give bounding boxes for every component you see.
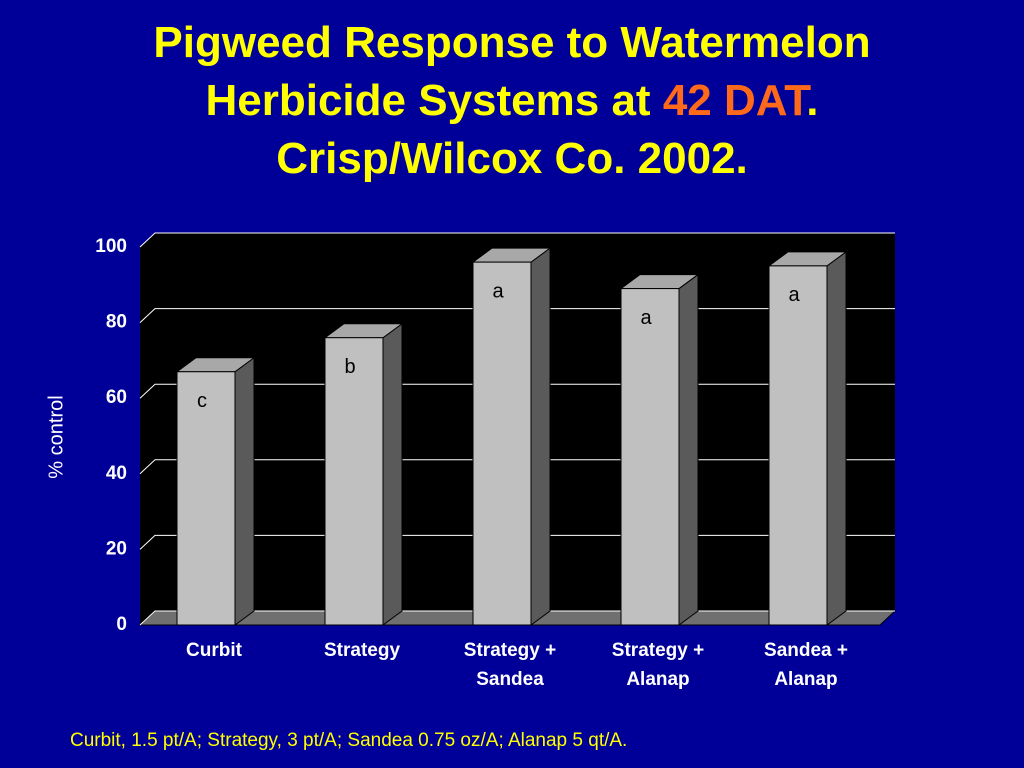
x-tick-label: Strategy + <box>464 640 556 661</box>
bar <box>768 265 828 626</box>
bar-side <box>678 273 699 626</box>
y-tick-label: 60 <box>106 387 127 408</box>
chart-title: Crisp/Wilcox Co. 2002. <box>276 134 748 183</box>
bar <box>472 261 532 626</box>
title-segment: Crisp/Wilcox Co. 2002. <box>276 134 748 183</box>
title-segment: . <box>806 76 818 125</box>
y-tick-label: 40 <box>106 463 127 484</box>
bar <box>176 371 236 626</box>
footnote: Curbit, 1.5 pt/A; Strategy, 3 pt/A; Sand… <box>70 730 627 751</box>
bar-side <box>382 322 403 626</box>
chart-title: Pigweed Response to Watermelon <box>153 18 870 67</box>
side-wall <box>140 233 155 625</box>
bar <box>620 288 680 626</box>
y-tick-label: 80 <box>106 312 127 333</box>
x-tick-label: Strategy <box>324 640 400 661</box>
x-tick-label: Curbit <box>186 640 243 661</box>
significance-letter: a <box>788 284 800 306</box>
y-tick-label: 20 <box>106 538 127 559</box>
bar-side <box>530 247 551 626</box>
chart-title: Herbicide Systems at 42 DAT. <box>205 76 818 125</box>
bar-side <box>234 356 255 626</box>
grid-line <box>139 232 895 248</box>
x-tick-label: Alanap <box>774 669 837 690</box>
title-segment: 42 DAT <box>663 76 811 125</box>
title-segment: Pigweed Response to Watermelon <box>153 18 870 67</box>
significance-letter: a <box>492 280 504 302</box>
y-tick-label: 100 <box>95 236 127 257</box>
title-segment: Herbicide Systems at <box>205 76 662 125</box>
significance-letter: a <box>640 307 652 329</box>
x-tick-label: Sandea <box>476 669 544 690</box>
x-tick-label: Alanap <box>626 669 689 690</box>
significance-letter: b <box>344 356 355 378</box>
significance-letter: c <box>197 390 207 412</box>
x-tick-label: Sandea + <box>764 640 848 661</box>
bar <box>324 337 384 626</box>
bar-side <box>826 250 847 626</box>
y-tick-label: 0 <box>116 614 127 635</box>
x-tick-label: Strategy + <box>612 640 704 661</box>
y-axis-label: % control <box>45 395 67 478</box>
